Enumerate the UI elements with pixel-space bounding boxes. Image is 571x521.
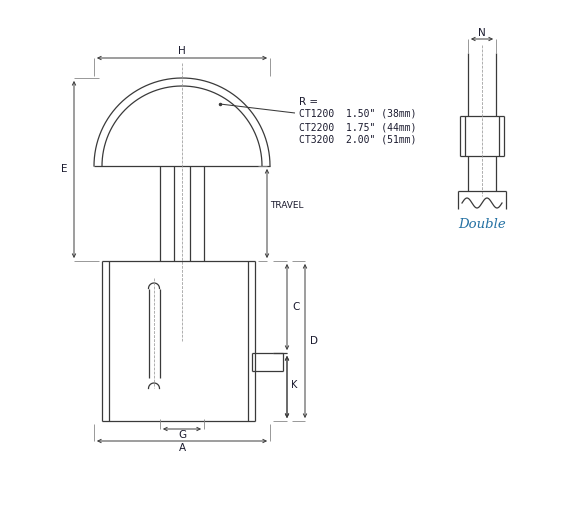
Text: K: K <box>291 380 297 390</box>
Text: TRAVEL: TRAVEL <box>270 201 304 210</box>
Text: H: H <box>178 46 186 56</box>
Text: E: E <box>62 165 68 175</box>
Text: N: N <box>478 28 486 38</box>
Text: A: A <box>178 443 186 453</box>
Text: CT1200  1.50" (38mm): CT1200 1.50" (38mm) <box>299 109 416 119</box>
Text: Double: Double <box>458 217 506 230</box>
Text: CT2200  1.75" (44mm): CT2200 1.75" (44mm) <box>299 122 416 132</box>
Text: CT3200  2.00" (51mm): CT3200 2.00" (51mm) <box>299 135 416 145</box>
Text: G: G <box>178 430 186 440</box>
Text: C: C <box>292 302 299 312</box>
Text: R =: R = <box>299 97 318 107</box>
Text: D: D <box>310 336 318 346</box>
